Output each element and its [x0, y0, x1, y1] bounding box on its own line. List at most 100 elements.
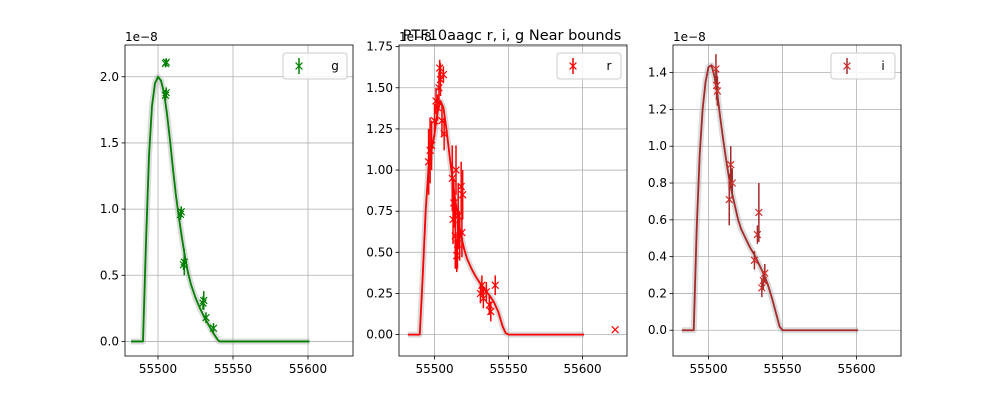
y-tick-label: 0.0 — [648, 323, 667, 337]
data-marker — [449, 199, 458, 207]
data-point — [457, 161, 466, 212]
legend: r — [556, 52, 622, 80]
data-point — [760, 263, 769, 283]
panel-middle: 55500 55550 55600 0.00 0.25 0.50 0.75 1.00 1.25 1… — [366, 30, 628, 376]
data-marker — [759, 276, 768, 285]
data-point — [162, 58, 171, 67]
data-point — [440, 117, 448, 151]
y-offset-label: 1e−8 — [673, 30, 706, 44]
y-tick-label: 0.25 — [366, 286, 393, 300]
y-offset-label: 1e−8 — [399, 30, 432, 44]
data-marker — [726, 160, 735, 169]
data-point — [209, 322, 218, 334]
data-point — [611, 325, 619, 334]
data-marker — [458, 228, 466, 237]
y-tick-label: 1.0 — [100, 202, 119, 216]
model-line — [681, 64, 859, 332]
x-tick-label: 55550 — [214, 362, 252, 376]
y-tick-label: 0.8 — [648, 176, 667, 190]
data-point — [180, 248, 189, 276]
data-marker — [755, 208, 763, 217]
data-marker — [753, 230, 762, 239]
data-point — [485, 295, 494, 315]
data-marker — [750, 256, 759, 265]
plot-area — [681, 54, 859, 334]
data-marker — [611, 325, 619, 334]
data-marker — [162, 88, 171, 97]
x-tick-label: 55600 — [563, 362, 601, 376]
data-point — [713, 76, 722, 106]
legend: i — [830, 52, 896, 80]
legend: g — [282, 52, 348, 80]
y-tick-label: 1.00 — [366, 163, 393, 177]
data-point — [458, 170, 467, 220]
data-point — [452, 145, 460, 195]
y-tick-label: 1.2 — [648, 102, 667, 116]
y-tick-label: 0.2 — [648, 286, 667, 300]
data-marker — [439, 70, 448, 79]
legend-box — [830, 52, 896, 80]
data-marker — [457, 182, 466, 191]
axes-frame — [672, 44, 902, 357]
panel-right: 55500 55550 55600 0.0 0.2 0.4 0.6 0.8 1.0 1.2 1.4 1… — [648, 30, 902, 376]
data-point — [202, 312, 210, 323]
data-point — [486, 301, 495, 322]
y-tick-label: 0.0 — [100, 334, 119, 348]
data-marker — [728, 179, 737, 187]
data-marker — [485, 301, 494, 309]
data-point — [728, 168, 737, 198]
data-point — [449, 178, 458, 228]
data-marker — [199, 296, 208, 305]
y-tick-label: 1.5 — [100, 136, 119, 150]
data-marker — [440, 130, 448, 138]
y-offset-label: 1e−8 — [125, 30, 158, 44]
x-tick-label: 55600 — [289, 362, 327, 376]
y-tick-label: 0.75 — [366, 204, 393, 218]
data-marker — [486, 307, 495, 316]
data-point — [491, 275, 500, 296]
data-marker — [426, 146, 434, 155]
y-tick-label: 1.50 — [366, 81, 393, 95]
axes-frame — [398, 44, 628, 357]
data-point — [199, 291, 208, 310]
panel-left: 55500 55550 55600 0.0 0.5 1.0 1.5 2.0 1e−8 g — [100, 30, 354, 376]
data-point — [753, 225, 762, 244]
data-marker — [162, 58, 171, 67]
data-marker — [482, 288, 491, 296]
data-marker — [758, 284, 766, 292]
legend-label: g — [331, 59, 339, 73]
data-point — [162, 87, 171, 98]
plot-area — [131, 58, 310, 345]
grid — [125, 45, 353, 356]
data-marker — [713, 87, 722, 95]
data-marker — [180, 258, 189, 266]
model-line — [131, 75, 310, 343]
data-point — [755, 183, 763, 242]
data-marker — [202, 313, 210, 322]
x-tick-label: 55550 — [763, 362, 801, 376]
plot-area — [407, 59, 619, 338]
data-point — [426, 117, 434, 184]
y-tick-label: 1.0 — [648, 139, 667, 153]
data-marker — [454, 212, 463, 220]
x-tick-label: 55550 — [489, 362, 527, 376]
x-tick-label: 55500 — [139, 362, 177, 376]
data-marker — [435, 83, 443, 92]
data-marker — [478, 281, 486, 290]
data-marker — [452, 166, 460, 174]
data-point — [427, 120, 436, 171]
legend-marker — [295, 62, 303, 70]
data-marker — [712, 65, 720, 73]
legend-label: r — [607, 59, 612, 73]
y-tick-label: 0.4 — [648, 250, 667, 264]
x-tick-label: 55600 — [837, 362, 875, 376]
data-marker — [491, 281, 500, 290]
x-tick-label: 55500 — [689, 362, 727, 376]
data-marker — [209, 324, 218, 333]
data-point — [726, 146, 735, 184]
data-marker — [760, 269, 769, 278]
legend-label: i — [881, 59, 884, 73]
data-marker — [177, 207, 186, 216]
x-tick-label: 55500 — [415, 362, 453, 376]
